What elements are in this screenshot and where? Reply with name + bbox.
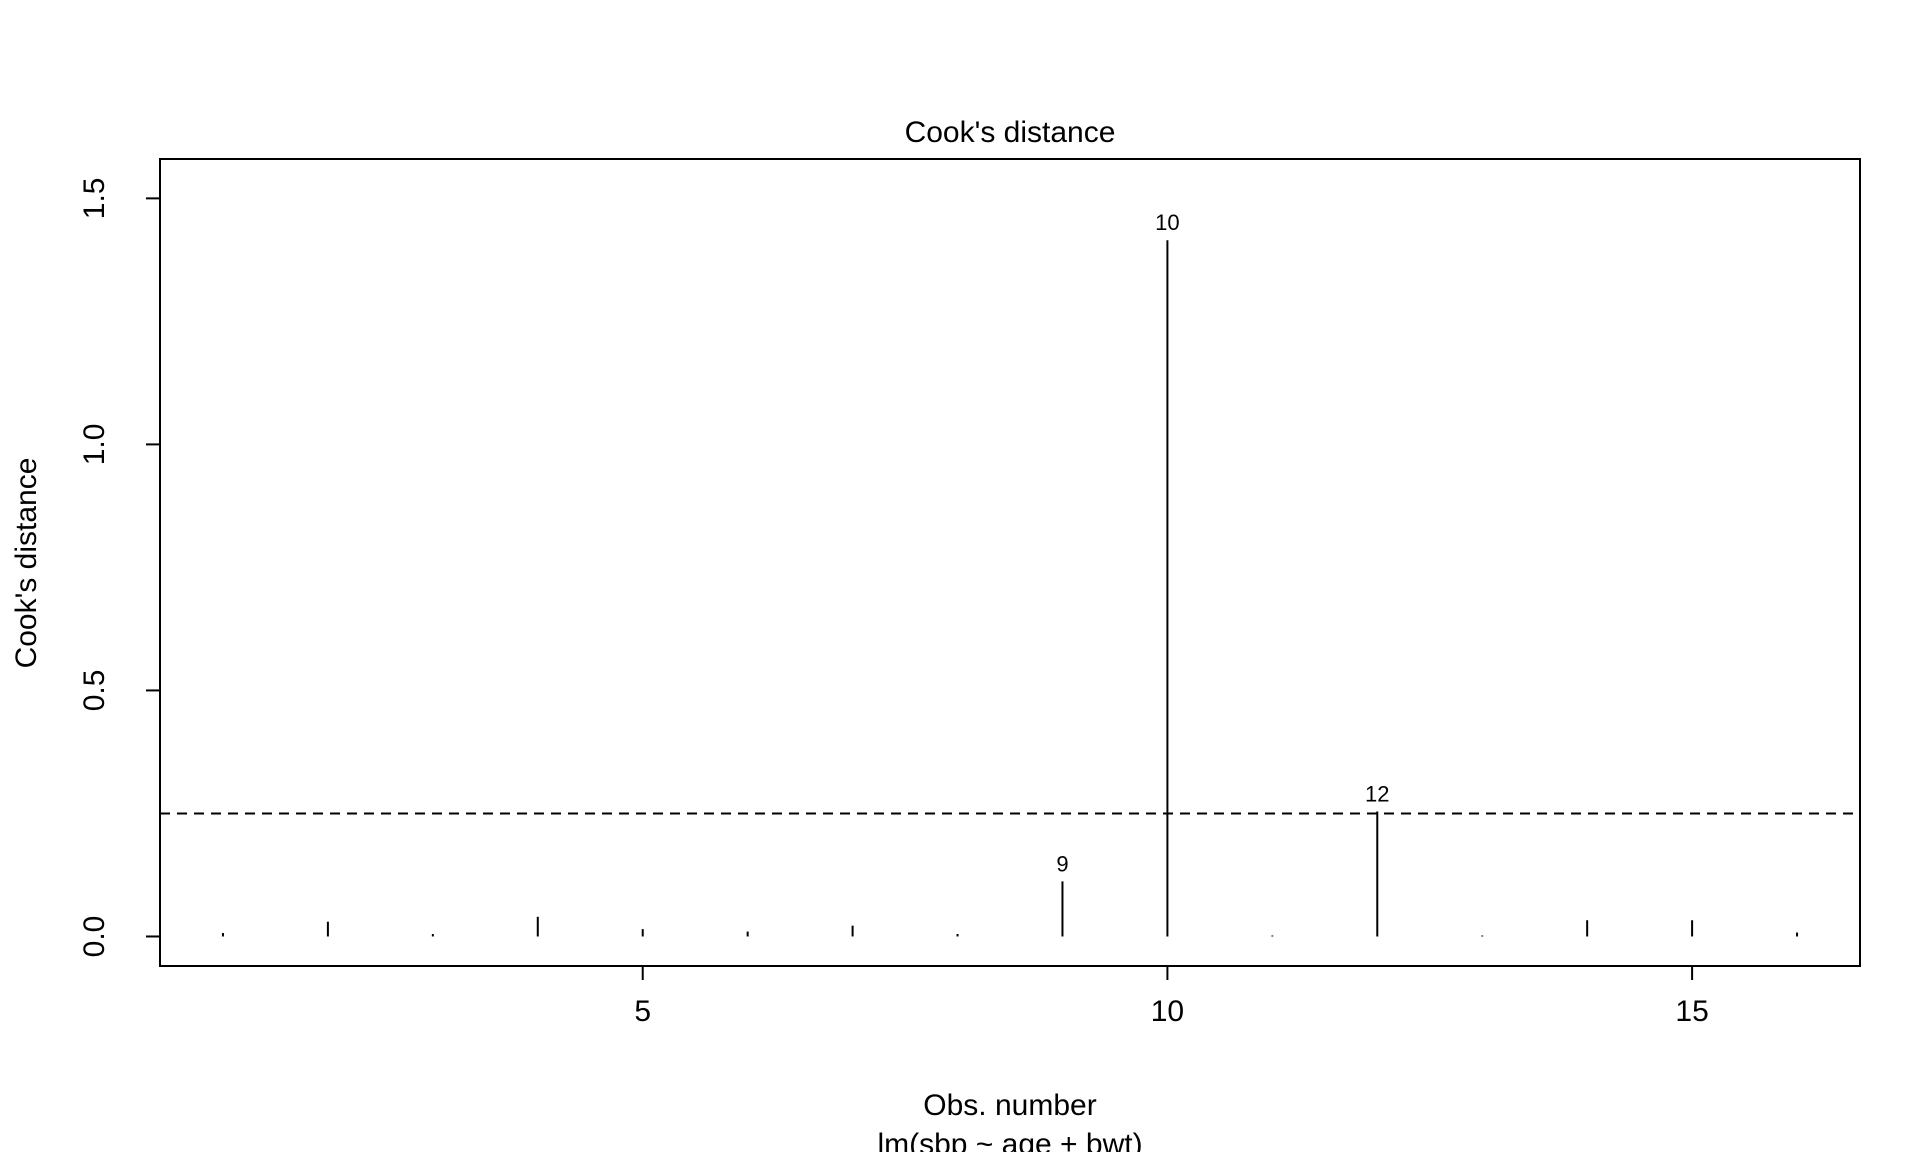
y-tick-label: 0.0	[78, 916, 111, 958]
chart-subtitle: lm(sbp ~ age + bwt)	[877, 1128, 1142, 1152]
x-tick-label: 10	[1151, 995, 1184, 1028]
chart-title: Cook's distance	[905, 116, 1116, 149]
x-axis-label: Obs. number	[923, 1089, 1096, 1122]
y-tick-label: 1.0	[78, 424, 111, 466]
y-axis-label: Cook's distance	[10, 458, 43, 669]
x-axis: 5 10 15	[634, 965, 1709, 1028]
y-tick-label: 0.5	[78, 670, 111, 712]
spikes-group	[221, 240, 1799, 937]
y-tick-label: 1.5	[78, 178, 111, 220]
point-labels-group: 9 10 12	[1056, 210, 1389, 876]
y-axis: 0.0 0.5 1.0 1.5	[78, 178, 161, 958]
plot-frame	[159, 158, 1861, 967]
x-tick-label: 15	[1675, 995, 1708, 1028]
point-label: 12	[1365, 781, 1389, 806]
point-label: 9	[1056, 851, 1068, 876]
point-label: 10	[1155, 210, 1179, 235]
x-tick-label: 5	[634, 995, 651, 1028]
